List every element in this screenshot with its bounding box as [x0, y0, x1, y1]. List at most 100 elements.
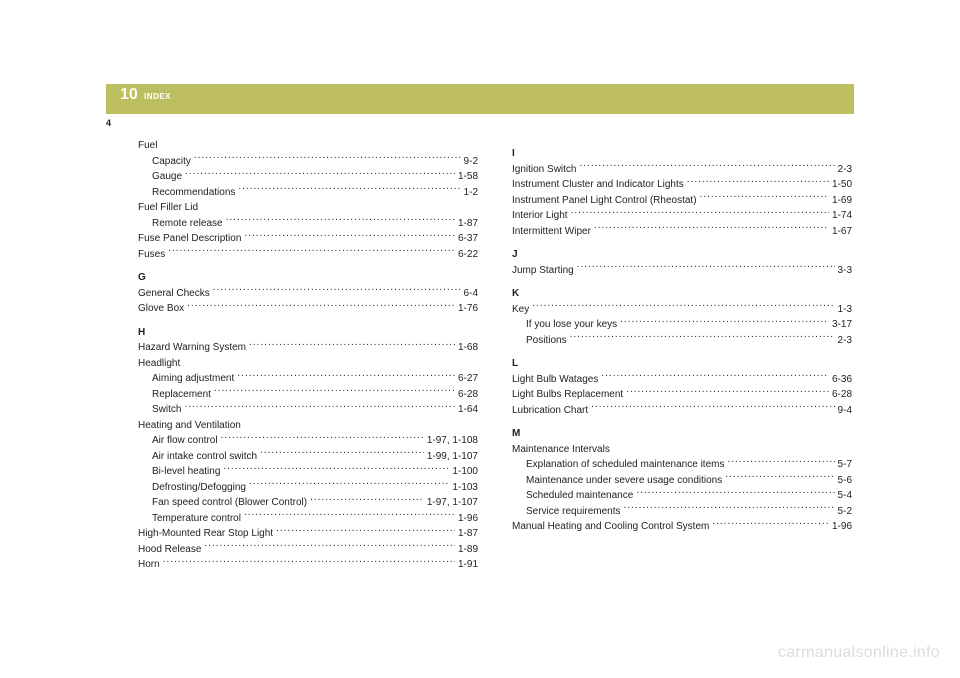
- entry-label: Fuse Panel Description: [138, 231, 241, 247]
- entry-page: 1-87: [458, 526, 478, 542]
- index-entry: Ignition Switch 2-3: [512, 162, 852, 178]
- entry-page: 1-67: [832, 224, 852, 240]
- leader-dots: [276, 526, 455, 536]
- index-entry: Hazard Warning System 1-68: [138, 340, 478, 356]
- index-entry: Service requirements 5-2: [512, 504, 852, 520]
- index-entry: Instrument Cluster and Indicator Lights …: [512, 177, 852, 193]
- entry-label: Intermittent Wiper: [512, 224, 591, 240]
- entry-page: 3-3: [838, 263, 852, 279]
- leader-dots: [623, 504, 834, 514]
- entry-label: Hazard Warning System: [138, 340, 246, 356]
- entry-label: High-Mounted Rear Stop Light: [138, 526, 273, 542]
- entry-page: 1-103: [452, 480, 478, 496]
- entry-label: Key: [512, 302, 529, 318]
- entry-page: 5-4: [838, 488, 852, 504]
- leader-dots: [700, 193, 829, 203]
- group-heading: Maintenance Intervals: [512, 442, 852, 458]
- index-entry: Fuses 6-22: [138, 247, 478, 263]
- entry-page: 3-17: [832, 317, 852, 333]
- leader-dots: [532, 302, 834, 312]
- entry-page: 2-3: [838, 333, 852, 349]
- entry-label: Instrument Cluster and Indicator Lights: [512, 177, 684, 193]
- index-entry: Jump Starting 3-3: [512, 263, 852, 279]
- index-page: 10 INDEX 4 FuelCapacity 9-2Gauge 1-58Rec…: [0, 0, 960, 678]
- entry-page: 2-3: [838, 162, 852, 178]
- entry-label: General Checks: [138, 286, 210, 302]
- index-entry: Gauge 1-58: [138, 169, 478, 185]
- leader-dots: [571, 208, 829, 218]
- index-entry: Positions 2-3: [512, 333, 852, 349]
- entry-label: Aiming adjustment: [152, 371, 234, 387]
- section-heading: H: [138, 325, 478, 341]
- entry-label: Replacement: [152, 387, 211, 403]
- entry-label: Defrosting/Defogging: [152, 480, 246, 496]
- leader-dots: [249, 340, 455, 350]
- index-entry: Hood Release 1-89: [138, 542, 478, 558]
- entry-page: 1-91: [458, 557, 478, 573]
- index-entry: Explanation of scheduled maintenance ite…: [512, 457, 852, 473]
- leader-dots: [570, 333, 835, 343]
- leader-dots: [579, 162, 834, 172]
- leader-dots: [163, 557, 455, 567]
- leader-dots: [712, 519, 829, 529]
- entry-label: Remote release: [152, 216, 223, 232]
- leader-dots: [636, 488, 834, 498]
- entry-label: Light Bulbs Replacement: [512, 387, 623, 403]
- entry-label: Recommendations: [152, 185, 235, 201]
- section-heading: M: [512, 426, 852, 442]
- chapter-label: INDEX: [144, 92, 171, 101]
- leader-dots: [249, 480, 449, 490]
- entry-label: Light Bulb Watages: [512, 372, 598, 388]
- index-entry: Light Bulbs Replacement 6-28: [512, 387, 852, 403]
- leader-dots: [620, 317, 829, 327]
- leader-dots: [725, 473, 834, 483]
- leader-dots: [594, 224, 829, 234]
- section-heading: L: [512, 356, 852, 372]
- leader-dots: [226, 216, 455, 226]
- watermark-text: carmanualsonline.info: [778, 644, 940, 662]
- entry-label: Instrument Panel Light Control (Rheostat…: [512, 193, 697, 209]
- page-number: 4: [106, 118, 111, 128]
- leader-dots: [601, 372, 829, 382]
- entry-page: 1-3: [838, 302, 852, 318]
- index-entry: Air intake control switch 1-99, 1-107: [138, 449, 478, 465]
- index-entry: Aiming adjustment 6-27: [138, 371, 478, 387]
- entry-page: 1-76: [458, 301, 478, 317]
- leader-dots: [184, 402, 455, 412]
- entry-page: 5-7: [838, 457, 852, 473]
- leader-dots: [194, 154, 461, 164]
- index-entry: Key 1-3: [512, 302, 852, 318]
- leader-dots: [221, 433, 424, 443]
- index-entry: If you lose your keys 3-17: [512, 317, 852, 333]
- entry-page: 5-2: [838, 504, 852, 520]
- index-entry: Fuse Panel Description 6-37: [138, 231, 478, 247]
- index-entry: Maintenance under severe usage condition…: [512, 473, 852, 489]
- leader-dots: [214, 387, 455, 397]
- entry-page: 6-37: [458, 231, 478, 247]
- leader-dots: [577, 263, 835, 273]
- entry-page: 1-2: [464, 185, 478, 201]
- entry-page: 1-68: [458, 340, 478, 356]
- entry-page: 6-27: [458, 371, 478, 387]
- entry-page: 1-64: [458, 402, 478, 418]
- entry-label: Scheduled maintenance: [526, 488, 633, 504]
- entry-label: Ignition Switch: [512, 162, 576, 178]
- entry-page: 5-6: [838, 473, 852, 489]
- index-entry: Temperature control 1-96: [138, 511, 478, 527]
- leader-dots: [260, 449, 424, 459]
- entry-label: Switch: [152, 402, 181, 418]
- entry-label: Maintenance under severe usage condition…: [526, 473, 722, 489]
- chapter-number: 10: [120, 86, 138, 104]
- entry-page: 1-96: [458, 511, 478, 527]
- index-entry: Interior Light 1-74: [512, 208, 852, 224]
- entry-page: 1-74: [832, 208, 852, 224]
- entry-page: 1-96: [832, 519, 852, 535]
- group-heading: Fuel: [138, 138, 478, 154]
- index-entry: Horn 1-91: [138, 557, 478, 573]
- leader-dots: [238, 185, 460, 195]
- entry-label: If you lose your keys: [526, 317, 617, 333]
- entry-label: Air intake control switch: [152, 449, 257, 465]
- entry-label: Positions: [526, 333, 567, 349]
- entry-label: Bi-level heating: [152, 464, 220, 480]
- group-heading: Headlight: [138, 356, 478, 372]
